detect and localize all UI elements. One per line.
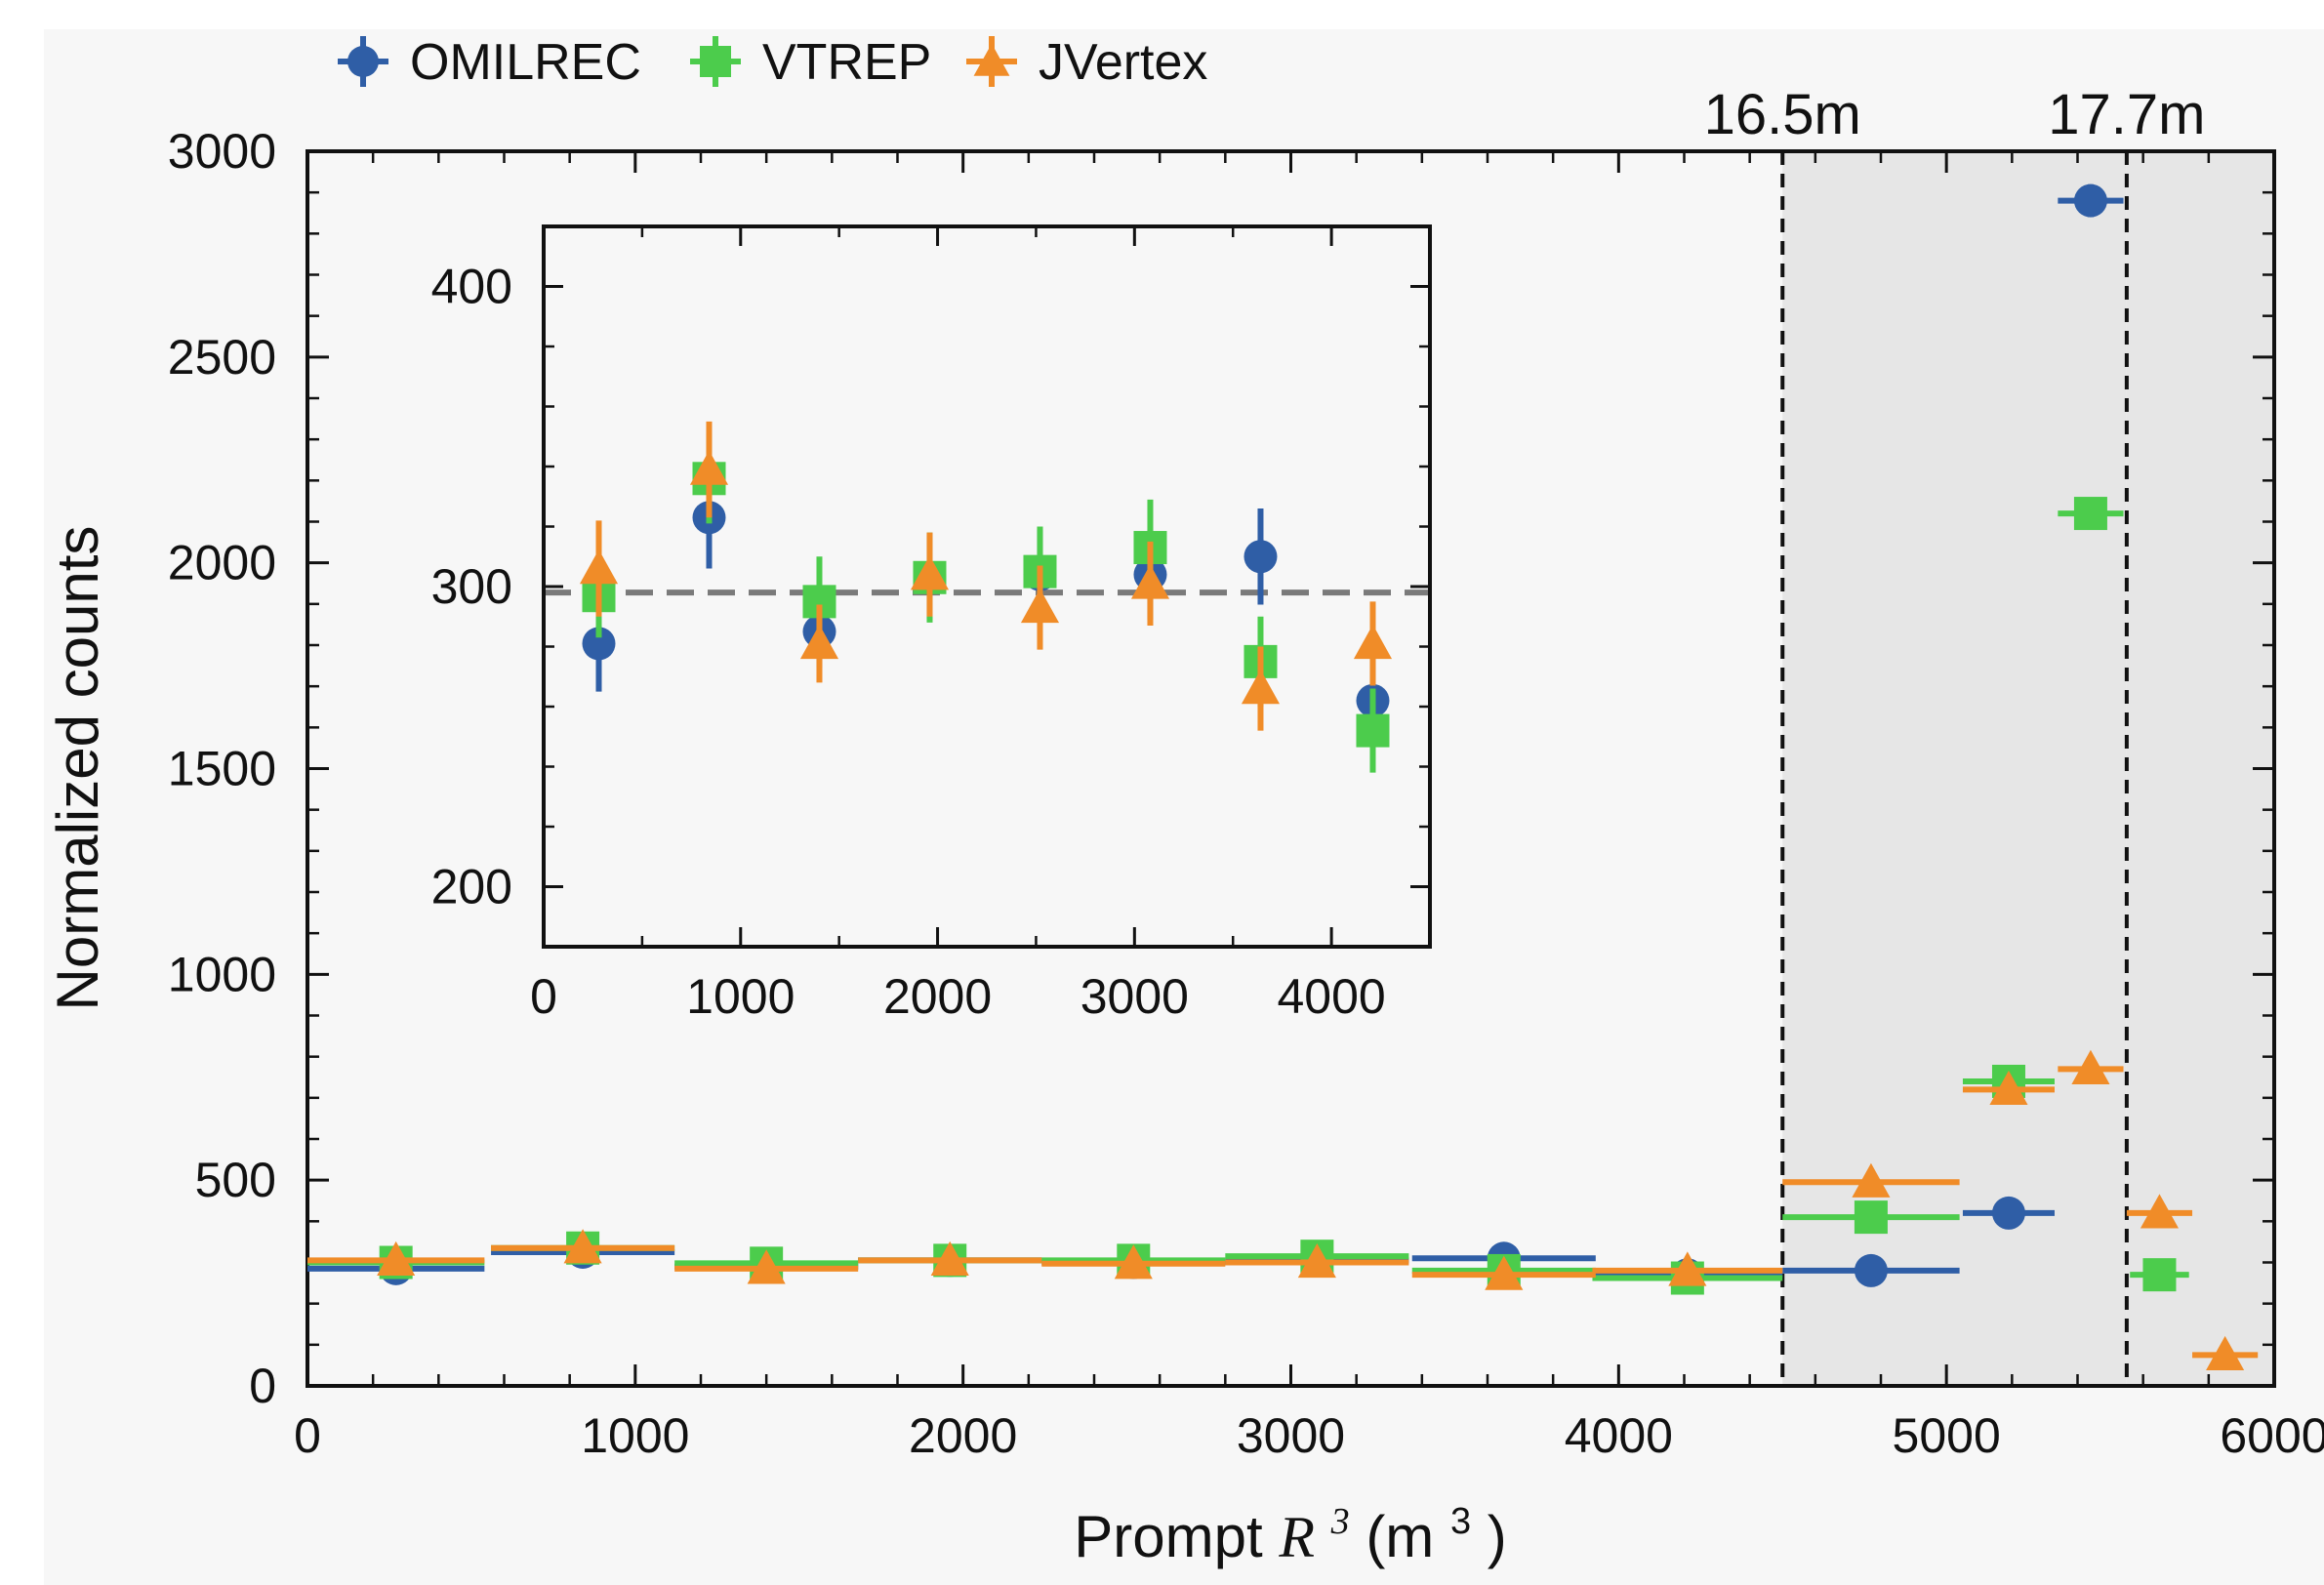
inset-jvertex-point-2	[799, 624, 839, 660]
omilrec-point-9	[1991, 1196, 2025, 1230]
jvertex-point-0	[377, 1240, 416, 1277]
inset-axis-ticks	[542, 224, 1430, 949]
main-tick-labels: 0 1000 2000 3000 4000 5000 6000050010001500200…	[168, 124, 2324, 1463]
inset-chart: 0 1000 2000 3000 4000 200 300 400	[431, 224, 1432, 1025]
omilrec-point-8	[1854, 1253, 1888, 1287]
inset-y-tick-label-400: 400	[431, 260, 512, 314]
legend-vtrep-marker	[700, 46, 731, 77]
x-axis-title-unit-close: )	[1488, 1504, 1507, 1569]
vtrep-point-8	[1854, 1200, 1888, 1235]
inset-jvertex-point-4	[1020, 588, 1060, 624]
main-series	[307, 183, 2259, 1371]
y-tick-label-1500: 1500	[168, 742, 276, 796]
x-tick-label-0: 0	[294, 1408, 321, 1463]
vtrep-point-10	[2073, 497, 2107, 531]
x-axis-title-variable: R	[1278, 1505, 1315, 1569]
x-axis-title-unit-exponent: 3	[1450, 1501, 1471, 1542]
y-tick-label-3000: 3000	[168, 124, 276, 179]
jvertex-point-3	[930, 1240, 969, 1277]
shaded-region-2	[2126, 151, 2274, 1386]
jvertex-point-10	[2071, 1049, 2110, 1084]
x-tick-label-1000: 1000	[581, 1408, 689, 1463]
inset-series-jvertex	[579, 421, 1393, 731]
x-axis-title-exponent: 3	[1330, 1501, 1350, 1542]
x-tick-label-5000: 5000	[1893, 1408, 2001, 1463]
inset-jvertex-point-0	[579, 549, 619, 585]
jvertex-point-2	[747, 1249, 786, 1284]
x-tick-label-6000: 6000	[2220, 1408, 2324, 1463]
vtrep-point-11	[2142, 1258, 2177, 1292]
inset-frame	[542, 224, 1432, 949]
x-tick-label-3000: 3000	[1237, 1408, 1345, 1463]
inset-omilrec-point-6	[1244, 540, 1278, 574]
legend-jvertex-label: JVertex	[1039, 34, 1207, 91]
jvertex-point-6	[1485, 1255, 1524, 1290]
jvertex-point-1	[563, 1229, 602, 1264]
main-region-boundaries: 16.5m 17.7m	[1704, 83, 2205, 1386]
legend-omilrec-marker	[347, 46, 379, 77]
y-tick-label-500: 500	[195, 1153, 276, 1207]
legend-vtrep-label: VTREP	[762, 34, 931, 91]
inset-x-tick-label-4000: 4000	[1277, 969, 1385, 1024]
inset-x-tick-label-3000: 3000	[1080, 969, 1189, 1024]
region-label-16-5m: 16.5m	[1704, 83, 1861, 146]
jvertex-point-11	[2140, 1194, 2180, 1229]
jvertex-point-8	[1852, 1162, 1891, 1198]
x-axis-title-prefix: Prompt	[1074, 1504, 1279, 1569]
x-axis-title-unit-open: (m	[1366, 1504, 1434, 1569]
inset-x-tick-label-2000: 2000	[883, 969, 992, 1024]
inset-y-tick-label-300: 300	[431, 559, 512, 614]
main-plot-frame	[306, 149, 2276, 1388]
inset-x-tick-label-0: 0	[530, 969, 557, 1024]
legend: OMILREC VTREP JVertex	[338, 34, 1207, 91]
region-label-17-7m: 17.7m	[2048, 83, 2205, 146]
inset-y-tick-label-200: 200	[431, 860, 512, 914]
inset-jvertex-point-6	[1241, 670, 1281, 705]
y-tick-label-2500: 2500	[168, 330, 276, 385]
inset-jvertex-point-7	[1353, 624, 1393, 660]
jvertex-point-9	[1989, 1070, 2028, 1106]
inset-background	[544, 226, 1430, 947]
y-tick-label-0: 0	[249, 1359, 276, 1413]
y-tick-label-2000: 2000	[168, 536, 276, 590]
omilrec-point-10	[2073, 183, 2107, 218]
inset-tick-labels: 0 1000 2000 3000 4000 200 300 400	[431, 260, 1386, 1025]
inset-jvertex-point-1	[689, 450, 729, 485]
inset-jvertex-point-5	[1130, 564, 1170, 599]
y-axis-title: Normalized counts	[45, 526, 110, 1011]
inset-series	[579, 421, 1393, 773]
legend-omilrec-label: OMILREC	[410, 34, 641, 91]
jvertex-point-12	[2206, 1335, 2245, 1371]
inset-jvertex-point-3	[910, 555, 950, 590]
series-jvertex	[307, 1049, 2259, 1371]
x-axis-title: Prompt R 3 (m 3 )	[1074, 1481, 1507, 1569]
jvertex-point-4	[1114, 1244, 1153, 1280]
y-tick-label-1000: 1000	[168, 947, 276, 1001]
jvertex-point-5	[1297, 1242, 1336, 1279]
x-tick-label-2000: 2000	[909, 1408, 1017, 1463]
inset-vtrep-point-7	[1356, 713, 1390, 748]
legend-jvertex-marker	[973, 43, 1010, 76]
x-tick-label-4000: 4000	[1565, 1408, 1673, 1463]
jvertex-point-7	[1668, 1251, 1707, 1286]
inset-x-tick-label-1000: 1000	[686, 969, 795, 1024]
shaded-region-1	[1782, 151, 2127, 1386]
inset-omilrec-point-0	[582, 627, 616, 661]
